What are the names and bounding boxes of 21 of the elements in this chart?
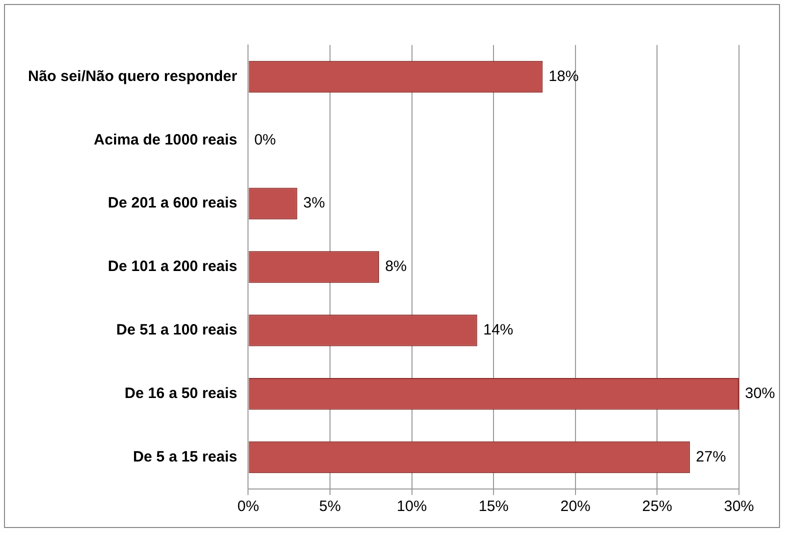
x-tick-label: 30% xyxy=(724,498,754,516)
x-tick-label: 10% xyxy=(396,498,427,516)
y-tick-label: De 5 a 15 reais xyxy=(132,448,238,466)
y-tick-label: De 16 a 50 reais xyxy=(124,385,238,402)
y-tick-label: Acima de 1000 reais xyxy=(94,131,238,148)
data-label: 0% xyxy=(254,131,276,148)
data-label: 14% xyxy=(483,322,514,339)
x-tick-label: 15% xyxy=(478,498,509,516)
x-tick-label: 20% xyxy=(560,498,590,516)
data-label: 3% xyxy=(303,194,325,212)
data-label: 8% xyxy=(385,258,407,276)
x-tick-label: 0% xyxy=(237,498,260,516)
x-tick-label: 5% xyxy=(319,498,341,516)
y-tick-label: De 101 a 200 reais xyxy=(108,258,238,276)
data-label: 18% xyxy=(548,68,579,85)
y-tick-label: De 51 a 100 reais xyxy=(116,322,238,339)
y-tick-label: Não sei/Não quero responder xyxy=(28,68,238,85)
x-tick-label: 25% xyxy=(642,498,672,516)
data-label: 27% xyxy=(696,448,726,466)
data-label: 30% xyxy=(745,385,776,402)
y-tick-label: De 201 a 600 reais xyxy=(108,194,238,212)
